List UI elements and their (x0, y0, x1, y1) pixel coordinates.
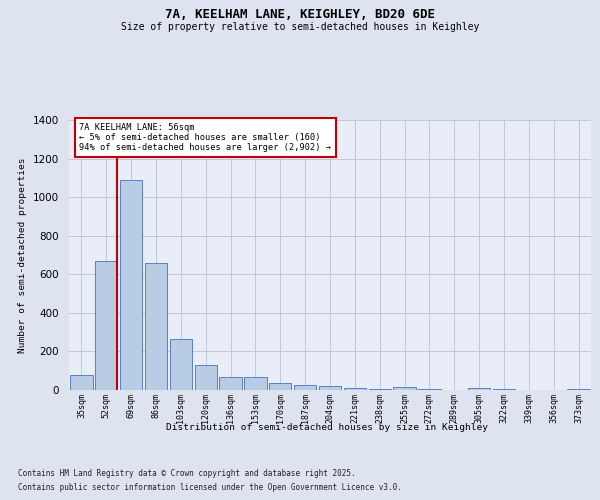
Bar (319, 386, 341, 390)
Bar (244, 376, 266, 390)
Bar (269, 383, 292, 390)
Text: Distribution of semi-detached houses by size in Keighley: Distribution of semi-detached houses by … (166, 422, 488, 432)
Bar (394, 387, 416, 390)
Bar (493, 389, 515, 390)
Bar (194, 365, 217, 390)
Bar (170, 339, 192, 390)
Bar (220, 376, 242, 390)
Y-axis label: Number of semi-detached properties: Number of semi-detached properties (19, 157, 28, 353)
Bar (468, 388, 490, 390)
Bar (70, 374, 92, 390)
Bar (95, 261, 118, 390)
Bar (120, 180, 142, 390)
Bar (418, 389, 440, 390)
Bar (568, 389, 590, 390)
Text: Contains public sector information licensed under the Open Government Licence v3: Contains public sector information licen… (18, 484, 402, 492)
Bar (145, 262, 167, 390)
Bar (368, 389, 391, 390)
Bar (344, 388, 366, 390)
Text: Size of property relative to semi-detached houses in Keighley: Size of property relative to semi-detach… (121, 22, 479, 32)
Text: Contains HM Land Registry data © Crown copyright and database right 2025.: Contains HM Land Registry data © Crown c… (18, 468, 356, 477)
Bar (294, 385, 316, 390)
Text: 7A, KEELHAM LANE, KEIGHLEY, BD20 6DE: 7A, KEELHAM LANE, KEIGHLEY, BD20 6DE (165, 8, 435, 20)
Text: 7A KEELHAM LANE: 56sqm
← 5% of semi-detached houses are smaller (160)
94% of sem: 7A KEELHAM LANE: 56sqm ← 5% of semi-deta… (79, 122, 331, 152)
